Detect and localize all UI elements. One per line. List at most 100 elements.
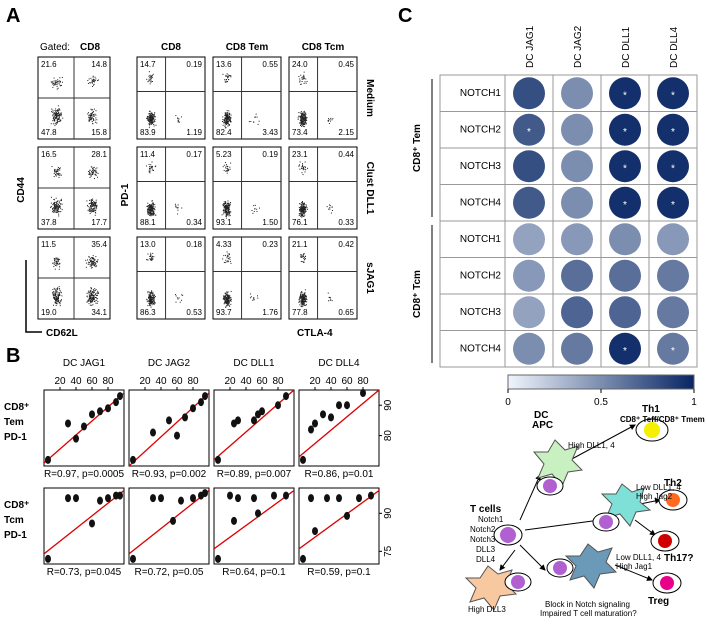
dot [227,119,229,121]
quadrant-value: 93.7 [216,308,232,317]
dot [89,290,91,292]
dot [150,252,152,254]
dot [302,213,304,215]
dot [55,174,57,176]
dot [93,200,95,202]
dot [176,206,178,208]
dot [153,208,155,210]
dot [302,202,304,204]
dot [91,299,93,301]
point [117,491,123,500]
dot [54,114,56,116]
dot [92,211,94,213]
dot [92,75,94,77]
dot [57,205,59,207]
dot [52,83,54,85]
dot [304,210,306,212]
dot [91,210,93,212]
dot [182,294,184,296]
dot [95,296,97,298]
dot [59,173,61,175]
dot [92,119,94,121]
dot [226,214,228,216]
dot [89,172,91,174]
dot [226,112,228,114]
dot [299,213,301,215]
dot [226,81,228,83]
dot [55,289,57,291]
point [320,410,326,419]
dot [55,201,57,203]
dot [92,292,94,294]
dot [149,210,151,212]
heat-circle [657,223,689,256]
dot [230,117,232,119]
axis-label: CD62L [46,328,78,339]
dot [147,211,149,213]
dot [57,209,59,211]
dot [226,251,228,253]
dot [60,291,62,293]
dot [227,255,229,257]
dot [58,286,60,288]
dot [226,208,228,210]
fit-line [299,390,379,458]
dot [56,81,58,83]
dot [225,206,227,208]
dot [54,302,56,304]
quadrant-value: 34.1 [91,308,107,317]
dot [227,206,229,208]
dot [53,176,55,178]
dot [302,207,304,209]
dot [302,117,304,119]
dot [221,214,223,216]
dot [88,263,90,265]
dot [89,208,91,210]
dot [52,294,54,296]
dot [298,212,300,214]
point [97,407,103,416]
dot [327,118,329,120]
dot [224,296,226,298]
dot [92,262,94,264]
dot [225,170,227,172]
dot [224,209,226,211]
dot [57,206,59,208]
point [235,416,241,425]
dot [303,121,305,123]
dot [329,118,331,120]
dot [52,118,54,120]
dot [301,81,303,83]
dot [53,83,55,85]
dot [222,209,224,211]
dot [254,208,256,210]
dot [96,205,98,207]
dot [52,123,54,125]
dot [302,255,304,257]
diagram-text: CD8⁺ Teff/CD8⁺ Tmem [620,415,705,424]
dot [150,164,152,166]
dot [222,119,224,121]
dot [53,304,55,306]
dot [300,299,302,301]
dot [95,289,97,291]
dot [230,299,232,301]
dot [222,258,224,260]
dot [148,212,150,214]
dot [302,163,304,165]
dot [88,210,90,212]
dot [225,254,227,256]
dot [149,172,151,174]
dot [87,79,89,81]
dot [58,109,60,111]
dot [222,73,224,75]
point [235,494,241,503]
dot [61,295,63,297]
dot [90,175,92,177]
point [89,410,95,419]
dot [151,207,153,209]
dot [299,164,301,166]
dot [150,255,152,257]
dot [92,80,94,82]
dot [225,118,227,120]
